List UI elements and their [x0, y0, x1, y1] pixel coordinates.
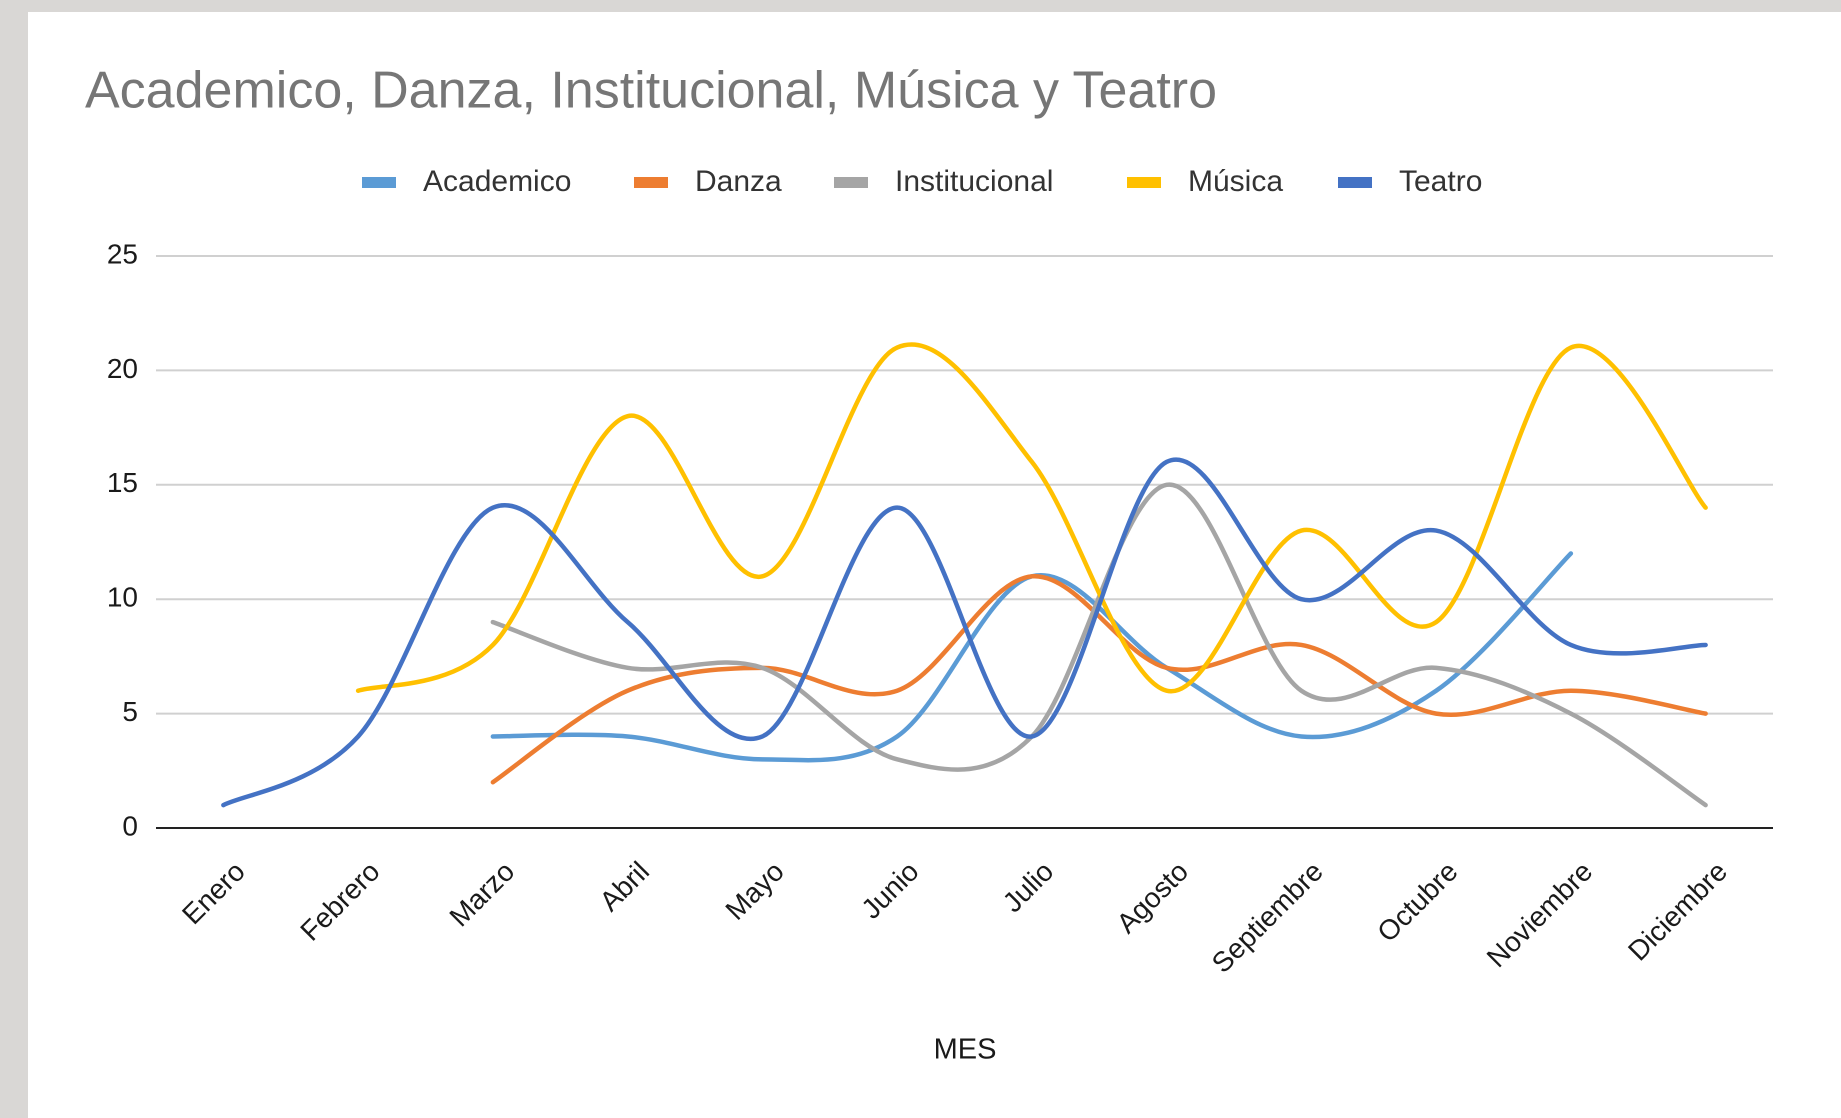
series-line [355, 342, 1708, 694]
legend-swatch [1127, 177, 1161, 188]
y-tick-label: 15 [107, 467, 138, 498]
series-line [221, 457, 1708, 808]
legend-label: Academico [423, 165, 571, 198]
legend-label: Danza [695, 165, 782, 198]
legend-swatch [1338, 177, 1372, 188]
chart-title: Academico, Danza, Institucional, Música … [85, 62, 1217, 120]
y-tick-label: 0 [122, 810, 138, 841]
legend-label: Teatro [1399, 165, 1482, 198]
y-tick-label: 20 [107, 353, 138, 384]
y-tick-label: 10 [107, 582, 138, 613]
legend-swatch [834, 177, 868, 188]
chart-panel [28, 12, 1841, 1118]
legend-label: Institucional [895, 165, 1053, 198]
series-line [490, 574, 1708, 785]
legend-swatch [362, 177, 396, 188]
legend-label: Música [1188, 165, 1283, 198]
y-tick-label: 5 [122, 696, 138, 727]
y-tick-label: 25 [107, 238, 138, 269]
x-axis-label: MES [934, 1034, 997, 1066]
legend-swatch [634, 177, 668, 188]
